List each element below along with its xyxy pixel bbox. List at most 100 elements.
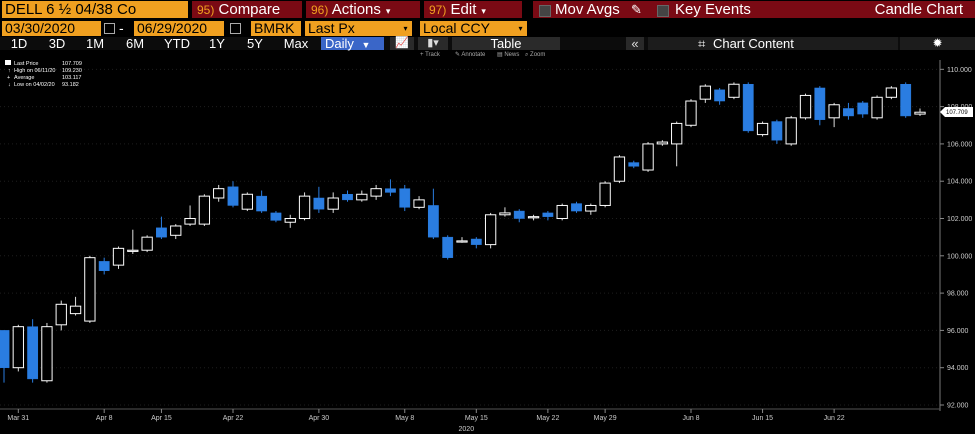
security-ticker-field[interactable]: DELL 6 ½ 04/38 Co (2, 1, 188, 18)
tool-annotate[interactable]: ✎ Annotate (455, 50, 485, 60)
candle-body-up (141, 236, 153, 251)
range-max[interactable]: Max (283, 36, 309, 51)
candle-body-up (642, 143, 654, 171)
candle (685, 99, 697, 128)
x-tick-label: Mar 31 (7, 415, 29, 422)
candle-body-up (914, 111, 926, 115)
collapse-icon[interactable]: « (626, 37, 644, 50)
currency-select[interactable]: Local CCY (420, 21, 518, 36)
range-1m[interactable]: 1M (85, 36, 105, 51)
candle (27, 319, 39, 383)
candle (513, 209, 525, 223)
last-price-flag: 107.709 (940, 107, 973, 118)
candle (298, 192, 311, 221)
legend-last-value: 107.709 (62, 61, 82, 67)
currency-dropdown-icon[interactable]: ▾ (514, 21, 527, 36)
pencil-icon[interactable]: ✎ (631, 2, 642, 17)
field-dropdown-icon[interactable]: ▾ (399, 21, 412, 36)
legend-low-icon: ↓ (8, 82, 11, 88)
candle-body-up (885, 87, 898, 98)
key-events-checkbox[interactable] (657, 5, 669, 17)
candle-body-up (69, 305, 82, 315)
end-date-field[interactable]: 06/29/2020 (134, 21, 224, 36)
range-1y[interactable]: 1Y (209, 36, 225, 51)
candle (699, 84, 711, 103)
tool-zoom[interactable]: ⌕ Zoom (525, 50, 545, 60)
table-button[interactable]: Table (452, 37, 560, 50)
candle-body-up (413, 199, 425, 208)
candle (370, 184, 382, 200)
candle-body-down (27, 326, 39, 380)
settings-row: 03/30/2020 - 06/29/2020 BMRK Last Px ▾ L… (0, 20, 975, 37)
candle-body-up (41, 326, 53, 382)
candle (857, 101, 869, 118)
candle-body-up (12, 326, 24, 369)
start-calendar-icon[interactable] (104, 23, 115, 34)
actions-number: 96) (311, 3, 329, 17)
candle-body-down (628, 162, 640, 167)
candle (427, 188, 439, 240)
x-tick-label: Apr 30 (309, 415, 330, 422)
candle (656, 140, 669, 146)
candle-body-down (227, 186, 239, 206)
tool-track[interactable]: + Track (420, 50, 440, 60)
range-3d[interactable]: 3D (48, 36, 66, 51)
candle-body-up (527, 216, 540, 219)
start-date-field[interactable]: 03/30/2020 (2, 21, 101, 36)
candle-chart[interactable]: 92.000 94.000 96.000 98.000 100.000 102.000 10… (0, 60, 975, 434)
candle (41, 322, 53, 383)
x-tick-label: Jun 22 (824, 415, 845, 422)
range-5y[interactable]: 5Y (247, 36, 263, 51)
period-dropdown-icon: ▼ (361, 40, 371, 50)
compare-number: 95) (197, 3, 215, 17)
candle-body-up (327, 197, 339, 210)
candle (628, 160, 640, 169)
field-select[interactable]: Last Px (305, 21, 399, 36)
mov-avgs-label[interactable]: Mov Avgs (555, 1, 620, 18)
candle-body-up (499, 212, 511, 216)
candle-body-up (799, 94, 812, 119)
line-chart-icon[interactable]: 📈 (390, 37, 414, 50)
candle-body-down (843, 108, 854, 117)
range-1d[interactable]: 1D (10, 36, 28, 51)
zoom-icon: ⌕ (525, 52, 529, 58)
candle (556, 203, 568, 221)
compare-button[interactable]: 95) Compare (192, 1, 302, 18)
period-select[interactable]: Daily ▼ (321, 37, 384, 50)
gear-icon[interactable]: ✹ (900, 37, 975, 50)
end-calendar-icon[interactable] (230, 23, 241, 34)
y-tick-label: 98.000 (947, 291, 969, 298)
candle (327, 192, 339, 213)
chart-content-button[interactable]: ⌗ Chart Content (648, 37, 898, 50)
news-label: News (504, 52, 520, 58)
candle (69, 296, 82, 316)
candle-body-up (356, 193, 368, 201)
x-tick-label: May 8 (395, 415, 414, 422)
candle (771, 119, 783, 144)
track-icon: + (420, 52, 424, 58)
candle-body-down (427, 205, 439, 238)
candle (814, 86, 826, 126)
candle (828, 102, 840, 128)
candle (914, 108, 926, 116)
candle (470, 237, 482, 249)
actions-button[interactable]: 96) Actions ▾ (306, 1, 420, 18)
legend-avg-value: 103.117 (62, 75, 81, 81)
legend-high-icon: ↑ (8, 68, 11, 74)
mov-avgs-checkbox[interactable] (539, 5, 551, 17)
tool-news[interactable]: ▤ News (497, 50, 519, 60)
candle (156, 216, 167, 240)
key-events-label[interactable]: Key Events (675, 1, 751, 18)
source-field[interactable]: BMRK (251, 21, 301, 36)
edit-button[interactable]: 97) Edit ▾ (424, 1, 522, 18)
y-tick-label: 106.000 (947, 141, 972, 148)
range-6m[interactable]: 6M (125, 36, 145, 51)
x-tick-label: May 15 (465, 415, 488, 422)
y-tick-label: 94.000 (947, 365, 969, 372)
candle-body-down (313, 197, 325, 210)
range-ytd[interactable]: YTD (164, 36, 190, 51)
candle-body-down (442, 236, 454, 258)
candle (571, 201, 582, 213)
candle-chart-icon[interactable]: ▮▾ (418, 37, 448, 50)
candle (227, 181, 239, 208)
